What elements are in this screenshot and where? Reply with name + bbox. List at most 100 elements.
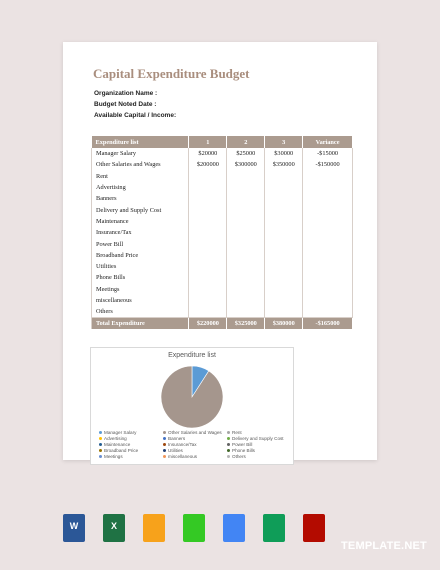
row-cell [302,249,353,261]
row-label: Phone Bills [90,272,190,284]
header-col-1: 1 [188,136,228,148]
row-cell [226,260,266,273]
legend-swatch [227,431,230,435]
google-sheets-icon[interactable] [263,514,285,542]
legend-label: Broadband Price [104,448,139,453]
row-cell [226,227,266,239]
row-cell: $300000 [226,159,266,171]
row-label: Maintenance [90,215,190,228]
row-cell [188,249,228,261]
row-label: Total Expenditure [90,317,190,330]
row-label: miscellaneous [90,294,190,307]
table-row: Phone Bills [90,272,353,284]
row-cell [302,181,353,194]
row-cell [264,181,304,194]
row-cell [302,260,353,273]
row-cell [302,294,353,307]
header-variance: Variance [302,136,353,148]
row-label: Delivery and Supply Cost [90,204,190,216]
legend-swatch [227,443,230,447]
legend-label: Meetings [104,454,123,459]
row-cell: $200000 [188,159,228,171]
row-cell [264,215,304,228]
legend-item: Utilities [163,448,183,453]
table-row: miscellaneous [90,294,353,307]
excel-icon[interactable]: X [103,514,125,542]
row-cell [264,249,304,261]
legend-label: Power Bill [232,442,253,447]
row-label: Power Bill [90,238,190,250]
row-cell [302,193,353,205]
table-row: Banners [90,193,353,205]
row-cell [226,215,266,228]
legend-swatch [227,455,230,459]
legend-item: Other Salaries and Wages [163,430,222,435]
legend-label: Maintenance [104,442,131,447]
row-label: Banners [90,193,190,205]
available-capital-label: Available Capital / Income: [94,112,177,119]
row-cell: $380000 [264,317,304,330]
legend-item: Phone Bills [227,448,255,453]
numbers-icon[interactable] [183,514,205,542]
row-label: Other Salaries and Wages [90,159,190,171]
organization-name-label: Organization Name : [94,90,158,97]
icon-letter: W [69,521,79,531]
budget-date-label: Budget Noted Date : [94,101,157,108]
row-cell [226,193,266,205]
row-cell [302,204,353,216]
row-cell [264,204,304,216]
legend-label: Others [232,454,246,459]
row-cell [188,238,228,250]
row-cell [188,204,228,216]
row-cell [188,227,228,239]
row-cell: $30000 [264,148,304,160]
row-cell [302,283,353,295]
row-cell [188,181,228,194]
row-cell [226,306,266,318]
table-row: Delivery and Supply Cost [90,204,353,216]
legend-item: Delivery and Supply Cost [227,436,284,441]
legend-item: Banners [163,436,185,441]
row-cell [188,283,228,295]
row-cell [264,272,304,284]
legend-swatch [99,431,102,435]
header-expenditure-list: Expenditure list [91,136,190,148]
row-cell [188,294,228,307]
row-cell: -$165000 [302,317,353,330]
row-label: Rent [90,170,190,182]
legend-swatch [163,455,166,459]
pages-icon[interactable] [143,514,165,542]
icon-letter: X [110,521,117,531]
row-cell: $25000 [226,148,266,160]
row-cell [302,238,353,250]
legend-item: Manager Salary [99,430,136,435]
legend-item: Maintenance [99,442,130,447]
legend-label: miscellaneous [168,454,198,459]
legend-swatch [163,431,166,435]
row-cell: -$15000 [302,148,353,160]
legend-label: Other Salaries and Wages [168,430,222,435]
row-cell [264,260,304,273]
row-cell: $20000 [188,148,228,160]
row-cell [264,294,304,307]
google-docs-icon[interactable] [223,514,245,542]
row-cell [188,260,228,273]
row-cell [226,170,266,182]
legend-item: Rent [227,430,242,435]
table-row: Utilities [90,260,353,273]
row-label: Others [90,306,190,318]
table-row: Meetings [90,283,353,295]
row-cell: -$150000 [302,159,353,171]
row-cell [226,294,266,307]
row-cell [188,170,228,182]
pdf-icon[interactable] [303,514,325,542]
legend-label: Phone Bills [232,448,255,453]
row-cell: $325000 [226,317,266,330]
legend-label: Advertising [104,436,127,441]
row-cell [188,215,228,228]
word-icon[interactable]: W [63,514,85,542]
pie-slice [160,365,224,429]
row-cell [188,272,228,284]
row-cell [302,227,353,239]
legend-swatch [99,437,102,441]
